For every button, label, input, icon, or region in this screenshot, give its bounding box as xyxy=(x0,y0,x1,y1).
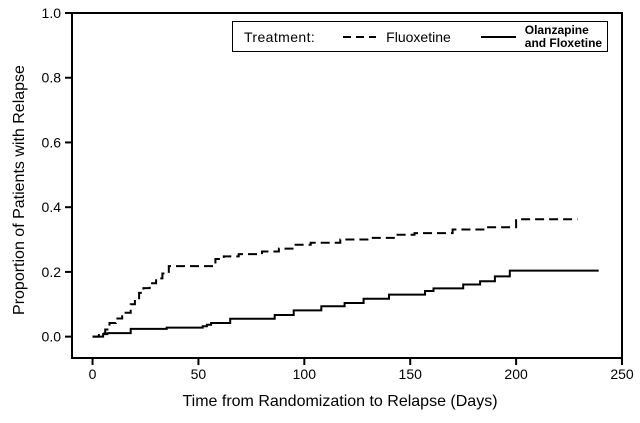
x-axis-tick-label: 200 xyxy=(504,366,528,382)
x-axis-tick-label: 0 xyxy=(89,366,97,382)
legend-label-olanzapine-line2: and Floxetine xyxy=(524,35,603,50)
x-axis-title: Time from Randomization to Relapse (Days… xyxy=(182,393,498,410)
x-axis-tick-label: 100 xyxy=(293,366,317,382)
y-axis-tick-label: 0.6 xyxy=(42,134,62,150)
legend-label-fluoxetine: Fluoxetine xyxy=(386,28,451,45)
y-axis-tick-label: 0.8 xyxy=(42,70,62,86)
y-axis-tick-label: 0.0 xyxy=(42,329,62,345)
legend: Treatment: Fluoxetine Olanzapine and Flo… xyxy=(232,21,608,52)
legend-label-olanzapine-line1: Olanzapine xyxy=(524,22,589,37)
y-axis-title: Proportion of Patients with Relapse xyxy=(11,65,28,315)
y-axis-tick-label: 1.0 xyxy=(42,5,62,21)
olanzapine-solid-line-sample-icon xyxy=(480,35,516,38)
y-axis-tick-label: 0.4 xyxy=(42,199,62,215)
fluoxetine-dashed-line-sample-icon xyxy=(343,35,377,38)
x-axis-tick-label: 150 xyxy=(399,366,423,382)
fluoxetine-curve xyxy=(92,218,578,338)
legend-title: Treatment: xyxy=(244,28,316,45)
plot-frame xyxy=(71,12,623,359)
y-axis-tick-label: 0.2 xyxy=(42,264,62,280)
olanzapine-and-floxetine-curve xyxy=(92,269,599,338)
legend-label-olanzapine: Olanzapine and Floxetine xyxy=(524,22,603,50)
x-axis-tick-label: 250 xyxy=(610,366,634,382)
x-axis-tick-label: 50 xyxy=(191,366,207,382)
